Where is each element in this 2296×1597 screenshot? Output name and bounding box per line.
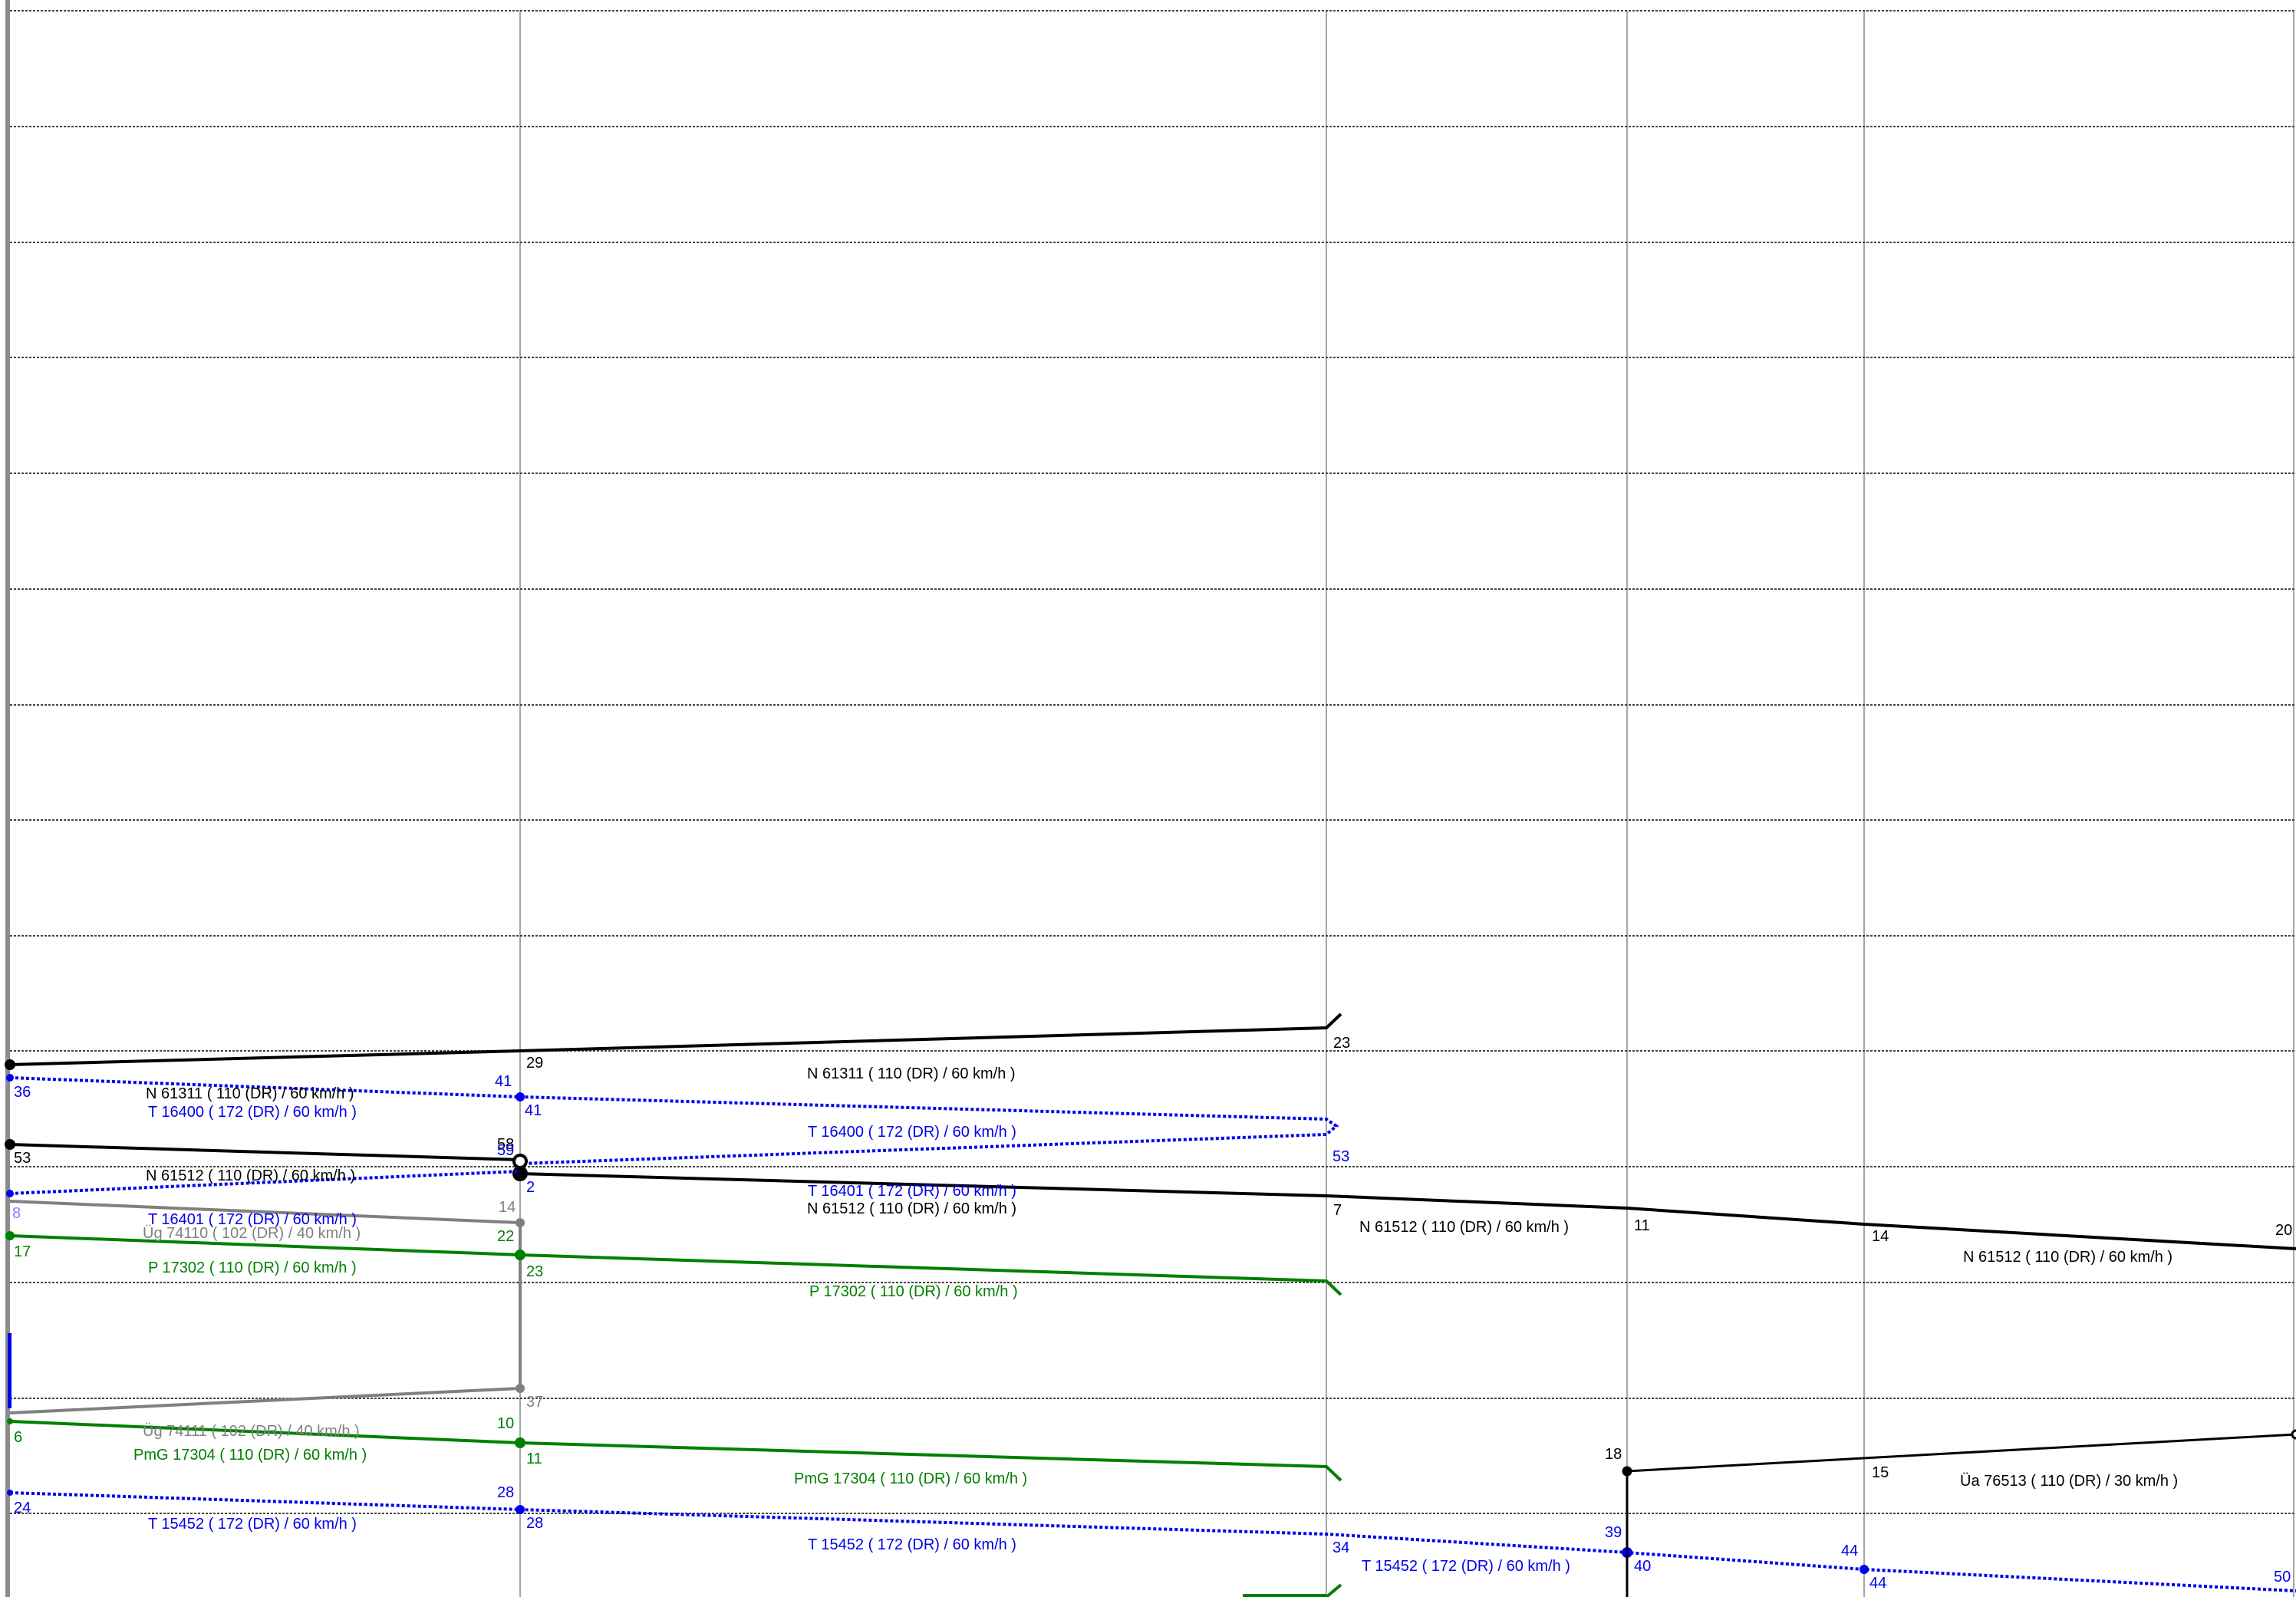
train-label: T 15452 ( 172 (DR) / 60 km/h ) <box>1362 1558 1570 1575</box>
minute-label: 53 <box>1332 1148 1349 1165</box>
minute-label: 41 <box>525 1102 542 1119</box>
train-label: N 61512 ( 110 (DR) / 60 km/h ) <box>146 1167 355 1184</box>
minute-label: 20 <box>2275 1222 2292 1239</box>
train-label: N 61512 ( 110 (DR) / 60 km/h ) <box>1359 1219 1569 1236</box>
stop-point <box>516 1218 525 1227</box>
train-t15452 <box>7 1490 2296 1592</box>
stop-point <box>512 1154 528 1169</box>
minute-label: 23 <box>1333 1035 1350 1052</box>
train-t16400 <box>6 1074 1339 1165</box>
train-ua76513 <box>1622 1429 2296 1597</box>
minute-label: 44 <box>1841 1543 1858 1559</box>
train-n61311 <box>5 1013 1342 1070</box>
train-label: PmG 17304 ( 110 (DR) / 60 km/h ) <box>794 1470 1027 1487</box>
train-path <box>9 1491 2296 1592</box>
train-label: N 61311 ( 110 (DR) / 60 km/h ) <box>807 1065 1016 1082</box>
train-label: N 61512 ( 110 (DR) / 60 km/h ) <box>1963 1249 2172 1266</box>
minute-label: 50 <box>2274 1569 2291 1585</box>
minute-label: 6 <box>14 1429 22 1446</box>
minute-label: 37 <box>526 1394 543 1411</box>
train-label: P 17302 ( 110 (DR) / 60 km/h ) <box>809 1283 1018 1300</box>
minute-label: 36 <box>14 1084 31 1101</box>
train-label: N 61311 ( 110 (DR) / 60 km/h ) <box>146 1085 354 1102</box>
stop-point <box>515 1437 525 1448</box>
minute-label: 28 <box>526 1515 543 1532</box>
minute-label: 24 <box>14 1500 31 1516</box>
blue-marker-bar <box>8 1333 12 1408</box>
train-label: T 15452 ( 172 (DR) / 60 km/h ) <box>808 1536 1016 1553</box>
stop-point <box>2291 1429 2296 1440</box>
train-label: N 61512 ( 110 (DR) / 60 km/h ) <box>807 1200 1016 1217</box>
minute-label: 11 <box>1634 1217 1650 1234</box>
train-label: Üg 74110 ( 102 (DR) / 40 km/h ) <box>143 1225 361 1242</box>
minute-label: 2 <box>526 1179 535 1196</box>
stop-point <box>5 1059 15 1070</box>
station-lines <box>519 11 2294 1597</box>
minute-label: 14 <box>499 1199 516 1216</box>
train-path <box>1325 1583 1342 1597</box>
stop-point <box>1622 1466 1632 1477</box>
minute-label: 44 <box>1869 1575 1886 1592</box>
minute-label: 59 <box>497 1142 514 1159</box>
minute-label: 18 <box>1605 1446 1622 1463</box>
train-label: T 16400 ( 172 (DR) / 60 km/h ) <box>148 1104 357 1121</box>
left-axis-bar <box>5 0 10 1597</box>
minute-label: 40 <box>1634 1558 1651 1575</box>
stop-point <box>515 1250 525 1260</box>
train-path <box>9 1420 1342 1482</box>
train-path <box>9 1170 521 1195</box>
train-label: T 15452 ( 172 (DR) / 60 km/h ) <box>148 1516 357 1533</box>
minute-label: 39 <box>1605 1524 1622 1541</box>
stop-point <box>7 1490 13 1496</box>
stop-point <box>7 1418 13 1424</box>
train-label: P 17302 ( 110 (DR) / 60 km/h ) <box>148 1259 357 1276</box>
train-ug74110 <box>9 1200 525 1414</box>
minute-label: 34 <box>1332 1539 1349 1556</box>
train-path <box>9 1200 522 1414</box>
minute-label: 15 <box>1872 1464 1889 1481</box>
time-lines <box>10 10 2296 1514</box>
stop-point <box>512 1166 528 1181</box>
train-pmg17304 <box>7 1418 1342 1597</box>
train-p17302 <box>5 1231 1342 1296</box>
minute-label: 58 <box>497 1136 514 1153</box>
stop-point <box>516 1092 525 1101</box>
stop-point <box>1860 1565 1869 1574</box>
minute-label: 53 <box>14 1150 31 1167</box>
train-label: PmG 17304 ( 110 (DR) / 60 km/h ) <box>133 1447 367 1464</box>
stop-point <box>516 1384 525 1393</box>
stop-point <box>6 1190 14 1197</box>
stop-point <box>5 1139 15 1150</box>
minute-label: 17 <box>14 1243 31 1260</box>
train-t16401 <box>6 1170 521 1197</box>
train-path <box>9 1013 1342 1066</box>
train-path <box>1626 1433 2296 1597</box>
minute-label: 11 <box>526 1450 542 1467</box>
minute-label: 22 <box>497 1228 514 1245</box>
minute-label: 8 <box>12 1205 21 1222</box>
stop-point <box>516 1505 525 1514</box>
train-label: T 16401 ( 172 (DR) / 60 km/h ) <box>148 1211 357 1228</box>
train-label: T 16401 ( 172 (DR) / 60 km/h ) <box>808 1183 1016 1200</box>
stop-point <box>6 1074 14 1082</box>
train-label: Üa 76513 ( 110 (DR) / 30 km/h ) <box>1960 1473 2178 1490</box>
train-label: Üg 74111 ( 102 (DR) / 40 km/h ) <box>143 1423 360 1440</box>
minute-label: 28 <box>497 1484 514 1501</box>
minute-label: 23 <box>526 1263 543 1280</box>
train-path <box>9 1076 1339 1165</box>
minute-label: 29 <box>526 1055 543 1072</box>
train-label: T 16400 ( 172 (DR) / 60 km/h ) <box>808 1124 1016 1141</box>
train-path <box>9 1234 1342 1296</box>
minute-label: 10 <box>497 1415 514 1432</box>
minute-label: 14 <box>1872 1228 1889 1245</box>
minute-label: 41 <box>495 1073 512 1090</box>
stop-point <box>5 1231 15 1240</box>
minute-label: 7 <box>1333 1202 1342 1219</box>
